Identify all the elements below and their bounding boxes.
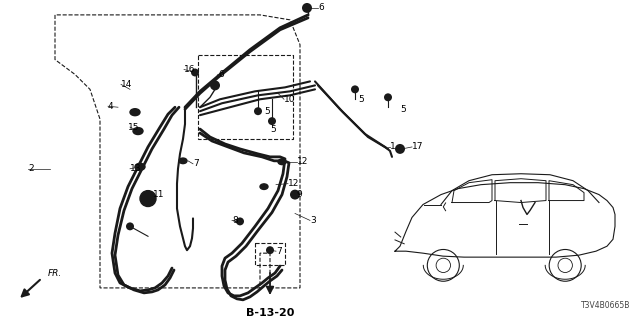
Text: 4: 4 [108, 102, 114, 111]
Text: 6: 6 [218, 70, 224, 79]
Text: 13: 13 [130, 164, 141, 173]
Text: FR.: FR. [48, 268, 62, 277]
Text: 17: 17 [412, 142, 424, 151]
Circle shape [290, 190, 300, 200]
Ellipse shape [133, 128, 143, 134]
Circle shape [126, 222, 134, 230]
Text: 6: 6 [318, 4, 324, 12]
Ellipse shape [130, 109, 140, 116]
Text: 10: 10 [284, 95, 296, 104]
Circle shape [191, 68, 199, 76]
Text: 5: 5 [270, 124, 276, 133]
Circle shape [302, 3, 312, 13]
Circle shape [210, 80, 220, 90]
Text: 15: 15 [128, 123, 140, 132]
Circle shape [266, 246, 274, 254]
Circle shape [395, 144, 405, 154]
Text: 5: 5 [400, 105, 406, 114]
Ellipse shape [135, 163, 145, 170]
Text: T3V4B0665B: T3V4B0665B [580, 301, 630, 310]
Text: 5: 5 [358, 95, 364, 104]
Text: 14: 14 [121, 80, 132, 89]
Circle shape [268, 117, 276, 125]
Text: 12: 12 [288, 179, 300, 188]
Text: 3: 3 [310, 216, 316, 225]
Circle shape [384, 93, 392, 101]
Text: 8: 8 [232, 216, 237, 225]
Text: 11: 11 [153, 190, 164, 199]
Text: 1: 1 [390, 142, 396, 151]
Bar [198, 55, 293, 139]
Ellipse shape [179, 158, 187, 164]
Circle shape [140, 191, 156, 206]
Ellipse shape [278, 159, 286, 164]
Ellipse shape [260, 184, 268, 189]
Text: 9: 9 [296, 190, 301, 199]
Text: 5: 5 [264, 107, 269, 116]
Circle shape [351, 85, 359, 93]
Text: 12: 12 [297, 157, 308, 166]
Circle shape [236, 217, 244, 225]
Text: B-13-20: B-13-20 [246, 308, 294, 318]
Bar [255, 243, 285, 265]
Text: 2: 2 [28, 164, 34, 173]
Circle shape [254, 107, 262, 115]
Text: 16: 16 [184, 65, 195, 74]
Text: 7: 7 [276, 247, 282, 256]
Text: 7: 7 [193, 159, 199, 168]
